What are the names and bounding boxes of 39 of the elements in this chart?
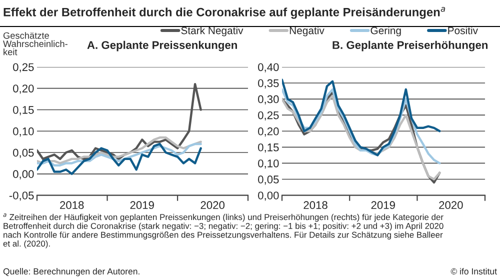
y-tick-label: 0,00 [258,192,279,201]
chart-subtitle: A. Geplante Preissenkungen [87,40,237,52]
line-series [37,136,202,164]
y-tick-label: 0,25 [13,63,34,72]
y-tick-label: 0,20 [13,84,34,94]
x-tick-label: 2018 [304,201,328,210]
y-tick-label: -0,05 [9,192,34,201]
y-tick-label: 0,15 [13,106,34,116]
legend-label: Gering [370,26,401,36]
x-tick-label: 2019 [130,201,154,210]
x-tick-label: 2018 [60,201,84,210]
y-tick-label: 0,25 [258,111,279,121]
chart-title: Effekt der Betroffenheit durch die Coronakrise auf geplante Preisänderungen$^{a}$ [4,6,446,19]
chart-subtitle: B. Geplante Preiserhöhungen [332,40,488,52]
line-series [282,88,441,164]
source-note: Quelle: Berechnungen der Autoren. [3,268,140,276]
x-tick-label: 2019 [371,201,395,210]
legend-label: Stark Negativ [181,26,244,36]
y-tick-label: 0,05 [13,148,34,158]
text: $^{a}$ Zeitreihen der Häufigkeit von geplanten Preissenkungen (links) und Preiserhöhungen (rechts) für jede Kategorie der Betroffenheit durch die Coronakrise (stark negativ: −3; negativ: −2; gering: −1 bis +1; positiv: +2 und +3) im April 2020 nach Kontrolle für andere Bestimmungsgrößen des Preissetzungsverhaltens. Für Details zur Schätzung siehe Balleer et al. (2020). [3,213,444,248]
line-series [37,142,202,176]
legend-label: Positiv [448,26,478,34]
line-series [282,78,441,156]
y-tick-label: 0,05 [258,176,279,185]
legend-label: Negativ [290,26,324,36]
y-tick-label: 0,10 [13,127,34,137]
y-tick-label: 0,00 [13,170,34,180]
y-tick-label: 0,35 [258,79,279,88]
y-axis-title: Geschätzte Wahrscheinlich- keit [3,32,68,56]
y-tick-label: 0,10 [258,159,279,169]
line-series [37,82,202,160]
y-tick-label: 0,40 [258,63,279,72]
x-tick-label: 2020 [439,201,463,210]
x-tick-label: 2020 [200,201,224,210]
y-tick-label: 0,15 [258,143,279,153]
line-series [37,142,202,166]
text: © ifo Institut [450,268,497,274]
y-tick-label: 0,20 [258,127,279,137]
y-tick-label: 0,30 [258,95,279,104]
